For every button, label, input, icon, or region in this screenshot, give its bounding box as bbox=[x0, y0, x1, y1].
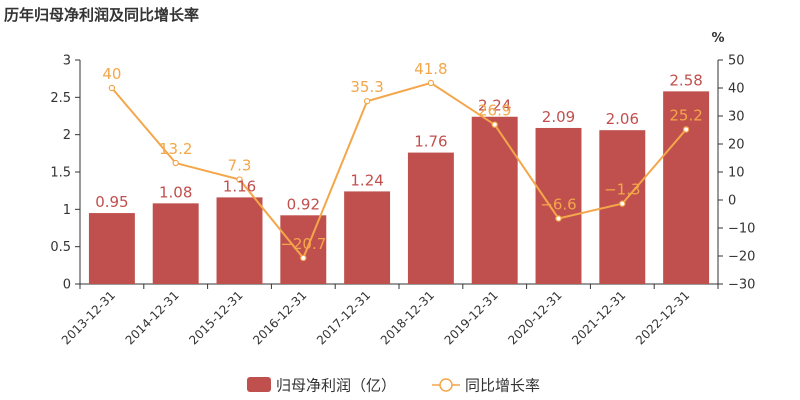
x-tick-label: 2019-12-31 bbox=[442, 288, 501, 347]
x-tick-label: 2022-12-31 bbox=[633, 288, 692, 347]
x-tick-label: 2016-12-31 bbox=[250, 288, 309, 347]
left-tick-label: 3 bbox=[63, 54, 71, 69]
growth-rate-label: 41.8 bbox=[414, 60, 447, 78]
chart-title: 历年归母净利润及同比增长率 bbox=[4, 6, 200, 24]
growth-rate-label: 35.3 bbox=[350, 78, 383, 96]
right-y-axis: −30 −20 −10 0 10 20 30 40 50% bbox=[711, 31, 755, 293]
growth-rate-point bbox=[682, 126, 690, 133]
right-axis-unit: % bbox=[711, 31, 724, 46]
growth-rate-label: 13.2 bbox=[159, 140, 192, 158]
x-tick-label: 2015-12-31 bbox=[186, 288, 245, 347]
profit-bar bbox=[471, 116, 518, 284]
x-tick-label: 2013-12-31 bbox=[59, 288, 118, 347]
profit-bar bbox=[344, 191, 391, 284]
bar-value-label: 1.08 bbox=[159, 183, 192, 201]
legend-bar-swatch[interactable] bbox=[247, 377, 271, 392]
growth-rate-label: −1.3 bbox=[604, 181, 640, 199]
legend[interactable]: 归母净利润（亿） 同比增长率 bbox=[247, 377, 540, 395]
legend-line-marker[interactable] bbox=[439, 378, 453, 392]
left-tick-label: 1 bbox=[63, 203, 71, 218]
growth-rate-label: 7.3 bbox=[228, 157, 252, 175]
x-tick-label: 2020-12-31 bbox=[505, 288, 564, 347]
left-tick-label: 1.5 bbox=[50, 166, 71, 181]
right-tick-label: 40 bbox=[728, 82, 745, 97]
growth-rate-label: −6.6 bbox=[540, 195, 576, 213]
growth-rate-line bbox=[111, 81, 687, 260]
growth-rate-label: −20.7 bbox=[280, 235, 326, 253]
right-tick-label: −20 bbox=[728, 250, 755, 265]
left-y-axis: 0 0.5 1 1.5 2 2.5 3 bbox=[50, 54, 81, 293]
bar-value-label: 2.24 bbox=[478, 97, 511, 115]
profit-bar bbox=[280, 215, 327, 284]
right-tick-label: 50 bbox=[728, 54, 745, 69]
bar-value-label: 1.16 bbox=[223, 177, 256, 195]
growth-rate-point bbox=[427, 79, 435, 87]
growth-rate-point bbox=[619, 200, 626, 207]
growth-rate-point bbox=[491, 121, 498, 128]
bar-value-label: 2.06 bbox=[606, 110, 639, 128]
bar-value-label: 2.58 bbox=[669, 71, 702, 89]
left-tick-label: 0.5 bbox=[50, 240, 71, 255]
profit-bar bbox=[663, 91, 710, 284]
growth-rate-point bbox=[236, 176, 243, 183]
growth-rate-point bbox=[300, 254, 307, 262]
x-axis: 2013-12-31 2014-12-31 2015-12-31 2016-12-31… bbox=[59, 283, 719, 347]
right-tick-label: −10 bbox=[728, 222, 755, 237]
left-tick-label: 2.5 bbox=[50, 91, 71, 106]
bar-value-label: 2.09 bbox=[542, 108, 575, 126]
growth-rate-point bbox=[108, 84, 116, 92]
growth-rate-point bbox=[363, 97, 371, 105]
x-tick-label: 2014-12-31 bbox=[123, 288, 182, 347]
bar-value-label: 0.92 bbox=[287, 195, 320, 213]
right-tick-label: 0 bbox=[728, 194, 736, 209]
legend-line-label: 同比增长率 bbox=[465, 377, 540, 395]
x-tick-label: 2018-12-31 bbox=[378, 288, 437, 347]
bar-value-label: 1.76 bbox=[414, 133, 447, 151]
growth-rate-point bbox=[555, 215, 562, 222]
x-tick-label: 2021-12-31 bbox=[569, 288, 628, 347]
profit-bar bbox=[88, 213, 135, 284]
line-series bbox=[108, 79, 690, 262]
right-tick-label: 30 bbox=[728, 110, 745, 125]
growth-rate-label: 26.9 bbox=[478, 102, 511, 120]
profit-bar bbox=[152, 203, 199, 284]
left-tick-label: 2 bbox=[63, 128, 71, 143]
growth-rate-label: 40 bbox=[102, 65, 121, 83]
bar-value-label: 1.24 bbox=[350, 171, 383, 189]
profit-bar bbox=[535, 127, 582, 285]
right-tick-label: 20 bbox=[728, 138, 745, 153]
profit-bar bbox=[216, 197, 263, 284]
x-tick-label: 2017-12-31 bbox=[314, 288, 373, 347]
legend-bar-label: 归母净利润（亿） bbox=[276, 377, 396, 395]
profit-bar bbox=[407, 152, 454, 284]
right-tick-label: 10 bbox=[728, 166, 745, 181]
bar-value-label: 0.95 bbox=[95, 193, 128, 211]
data-labels: 0.95 1.08 1.16 0.92 1.24 1.76 2.24 2.09 2.06 2.58… bbox=[95, 60, 703, 253]
growth-rate-label: 25.2 bbox=[669, 106, 702, 124]
growth-rate-point bbox=[172, 159, 179, 167]
right-tick-label: −30 bbox=[728, 278, 755, 293]
left-tick-label: 0 bbox=[63, 278, 71, 293]
